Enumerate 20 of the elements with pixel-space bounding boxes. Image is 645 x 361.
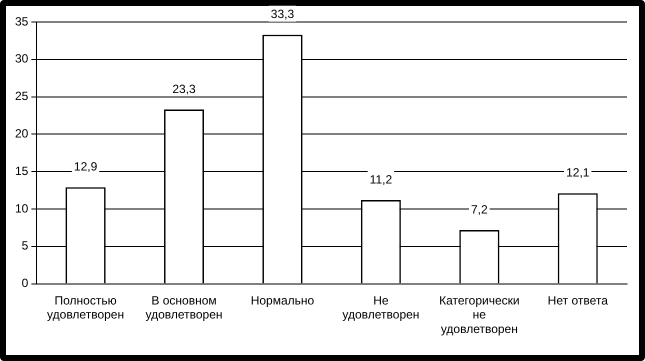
x-tick-label: Категорически не удовлетворен: [439, 293, 520, 336]
x-tick-label: Не удовлетворен: [342, 293, 420, 322]
y-tick-label: 15: [14, 164, 29, 178]
data-label: 7,2: [470, 202, 488, 216]
data-label: 12,9: [74, 160, 98, 174]
data-label: 23,3: [172, 82, 196, 96]
y-tick-label: 10: [14, 201, 29, 216]
y-tick-label: 5: [22, 238, 29, 253]
x-tick-label: В основном удовлетворен: [145, 293, 223, 322]
x-tick-label: Нет ответа: [548, 293, 608, 308]
x-tick-label: Нормально: [250, 293, 315, 308]
y-tick-label: 25: [14, 89, 29, 104]
y-tick-label: 20: [14, 126, 29, 141]
x-tick-label: Полностью удовлетворен: [47, 293, 124, 322]
data-label: 11,2: [370, 172, 392, 186]
y-tick-label: 30: [14, 52, 29, 66]
data-label: 33,3: [270, 7, 294, 22]
y-tick-label: 0: [22, 276, 29, 290]
data-label: 12,1: [566, 166, 590, 180]
y-tick-label: 35: [14, 14, 29, 28]
